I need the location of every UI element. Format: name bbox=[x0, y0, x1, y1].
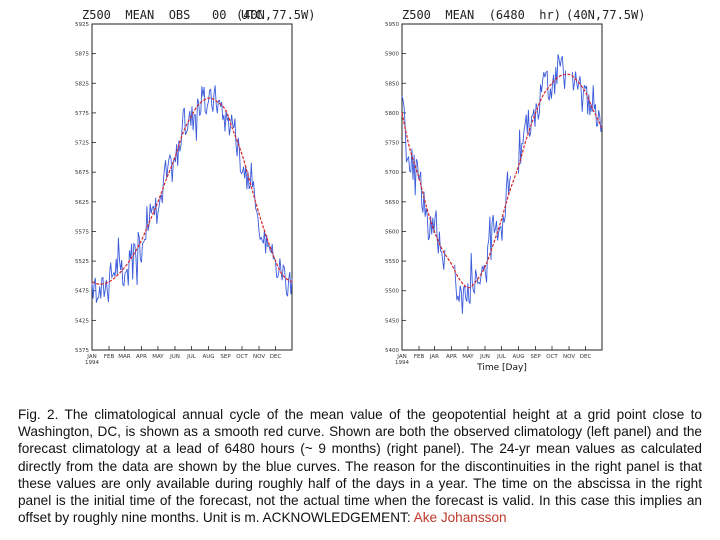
y-tick-label: 5600 bbox=[385, 229, 399, 235]
left-chart-svg: 5375 5425 5475 5525 5575 5625 5675 5725 5775 5825… bbox=[75, 22, 293, 366]
x-tick-label: MAR bbox=[118, 354, 131, 360]
y-tick-label: 5675 bbox=[75, 170, 89, 176]
raw-series-line bbox=[91, 85, 293, 303]
plot-frame bbox=[401, 23, 603, 351]
y-tick-label: 5475 bbox=[75, 289, 89, 295]
x-tick-label: JUL bbox=[186, 354, 197, 360]
y-tick-label: 5575 bbox=[75, 229, 89, 235]
x-tick-label: 1994 bbox=[395, 360, 409, 366]
acknowledgement-name: Ake Johansson bbox=[413, 510, 507, 526]
x-tick-label: JAR bbox=[429, 354, 439, 360]
y-tick-label: 5725 bbox=[75, 141, 89, 147]
y-tick-label: 5900 bbox=[385, 52, 399, 58]
y-tick-label: 5875 bbox=[75, 52, 89, 58]
y-tick-label: 5625 bbox=[75, 200, 89, 206]
figure-caption: Fig. 2. The climatological annual cycle … bbox=[18, 406, 702, 526]
x-tick-label: OCT bbox=[236, 354, 248, 360]
y-tick-label: 5775 bbox=[75, 111, 89, 117]
x-tick-label: AUG bbox=[512, 354, 524, 360]
x-tick-label: MAY bbox=[152, 354, 164, 360]
x-tick-label: APR bbox=[136, 354, 147, 360]
y-tick-label: 5825 bbox=[75, 81, 89, 87]
plot-frame bbox=[91, 23, 293, 351]
x-tick-label: FEB bbox=[104, 354, 115, 360]
x-tick-label: JAN bbox=[86, 354, 96, 360]
x-tick-label: OCT bbox=[546, 354, 558, 360]
y-tick-label: 5550 bbox=[385, 259, 399, 265]
y-tick-label: 5500 bbox=[385, 289, 399, 295]
y-tick-label: 5400 bbox=[385, 348, 399, 354]
y-tick-label: 5750 bbox=[385, 141, 399, 147]
left-chart-panel: Z500 MEAN OBS 00 UTC (40N,77.5W) 5375 542… bbox=[60, 0, 315, 380]
x-tick-label: DEC bbox=[580, 354, 592, 360]
x-tick-label: SEP bbox=[530, 354, 541, 360]
x-tick-label: SEP bbox=[220, 354, 231, 360]
y-tick-label: 5375 bbox=[75, 348, 89, 354]
x-tick-label: NOV bbox=[253, 354, 265, 360]
x-tick-label: JUN bbox=[479, 354, 490, 360]
y-tick-label: 5450 bbox=[385, 318, 399, 324]
x-tick-label: JUL bbox=[496, 354, 507, 360]
left-chart-title: Z500 MEAN OBS 00 UTC bbox=[82, 8, 263, 22]
y-tick-label: 5925 bbox=[75, 22, 89, 28]
y-tick-label: 5650 bbox=[385, 200, 399, 206]
right-chart-location: (40N,77.5W) bbox=[566, 8, 646, 22]
smooth-series-line bbox=[401, 73, 603, 289]
raw-series-line bbox=[401, 54, 603, 314]
x-tick-label: AUG bbox=[202, 354, 214, 360]
left-chart-location: (40N,77.5W) bbox=[236, 8, 316, 22]
right-chart-svg: 5400 5450 5500 5550 5600 5650 5700 5750 5800 5850… bbox=[385, 22, 603, 373]
y-tick-label: 5850 bbox=[385, 81, 399, 87]
x-tick-label: NOV bbox=[563, 354, 575, 360]
x-tick-label: APR bbox=[446, 354, 457, 360]
x-tick-label: FEB bbox=[414, 354, 425, 360]
right-chart-panel: Z500 MEAN (6480 hr) (40N,77.5W) 5400 5450… bbox=[370, 0, 645, 380]
x-tick-label: MAY bbox=[462, 354, 474, 360]
y-tick-label: 5700 bbox=[385, 170, 399, 176]
y-tick-label: 5425 bbox=[75, 318, 89, 324]
smooth-series-line bbox=[91, 97, 293, 285]
y-tick-label: 5800 bbox=[385, 111, 399, 117]
y-tick-label: 5525 bbox=[75, 259, 89, 265]
x-tick-label: JAN bbox=[396, 354, 406, 360]
right-chart-title: Z500 MEAN (6480 hr) bbox=[402, 8, 561, 22]
x-tick-label: JUN bbox=[169, 354, 180, 360]
x-tick-label: 1994 bbox=[85, 360, 99, 366]
x-axis-label: Time [Day] bbox=[476, 363, 527, 373]
caption-text: Fig. 2. The climatological annual cycle … bbox=[18, 407, 702, 526]
x-tick-label: DEC bbox=[270, 354, 282, 360]
y-tick-label: 5950 bbox=[385, 22, 399, 28]
